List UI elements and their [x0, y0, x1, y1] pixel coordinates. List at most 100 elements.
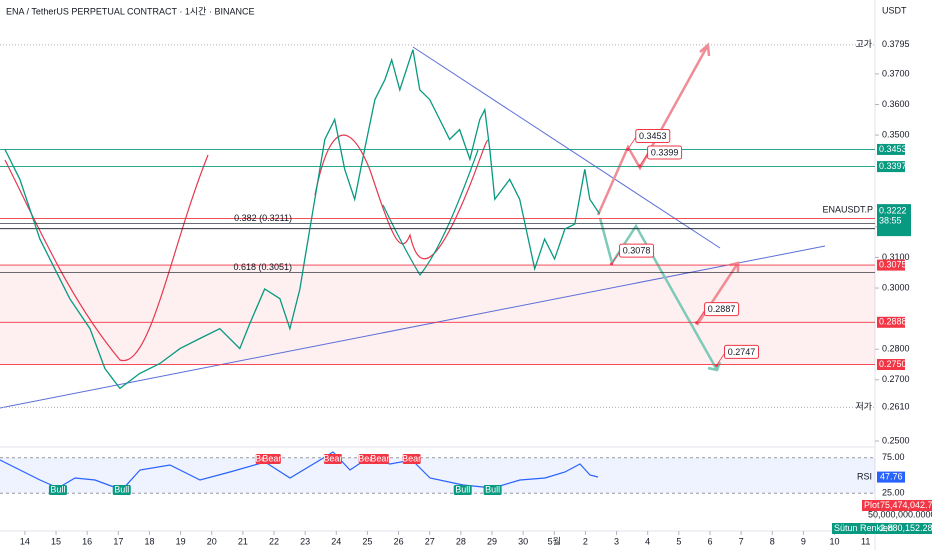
countdown: 38:55: [879, 215, 902, 225]
x-tick-label: 5: [676, 536, 681, 546]
target-label: 0.2747: [728, 347, 756, 357]
signal-badge: [483, 485, 502, 495]
signal-badge: [262, 454, 281, 464]
currency: USDT: [882, 5, 907, 15]
y-tick-label: 0.2500: [882, 435, 910, 445]
x-tick-label: 3: [614, 536, 619, 546]
signal-badge: [402, 454, 421, 464]
rsi-tick-label: 75.00: [882, 452, 905, 462]
volume-scale: 50,000,000.0000: [868, 509, 932, 519]
signal-badge: [112, 485, 131, 495]
y-tick-label: 0.3600: [882, 99, 910, 109]
signal-label: Bull: [455, 484, 470, 494]
target-label: 0.2887: [708, 304, 736, 314]
x-tick-label: 25: [362, 536, 372, 546]
target-label: 0.3399: [651, 147, 679, 157]
plot-label: Plot: [864, 500, 880, 510]
level-badge: [877, 143, 905, 155]
rsi-value: 47.76: [880, 471, 903, 481]
x-tick-label: 2: [583, 536, 588, 546]
x-tick-label: 26: [394, 536, 404, 546]
extreme-label: 0.2610: [882, 402, 910, 412]
x-tick-label: 4: [645, 536, 650, 546]
x-tick-label: 24: [331, 536, 341, 546]
x-tick-label: 27: [425, 536, 435, 546]
signal-badge: [453, 485, 472, 495]
level-badge: [877, 316, 905, 328]
target-leader: [611, 251, 620, 265]
target-leader: [639, 153, 648, 167]
level-badge: [877, 359, 905, 371]
extreme-label: 0.3795: [882, 39, 910, 49]
colors-badge: [832, 523, 932, 534]
target-label: 0.3078: [623, 246, 651, 256]
level-label: 0.3397: [879, 161, 907, 171]
extreme-tag: 고가: [855, 39, 872, 49]
trend-line: [412, 46, 721, 249]
signal-badge: [323, 454, 342, 464]
signal-label: Bull: [114, 484, 129, 494]
level-label: 0.3453: [879, 144, 907, 154]
target-box: [619, 243, 655, 258]
rsi-name: RSI: [857, 471, 872, 481]
y-tick-label: 0.3000: [882, 282, 910, 292]
signal-label: Bull: [50, 484, 65, 494]
level-badge: [877, 161, 905, 173]
signal-label: Bear: [262, 453, 281, 463]
x-tick-label: 14: [20, 536, 30, 546]
target-box: [647, 145, 683, 160]
x-tick-label: 20: [207, 536, 217, 546]
signal-label: Bull: [485, 484, 500, 494]
signal-label: Bear: [370, 453, 389, 463]
last-price-badge: [877, 204, 911, 237]
x-tick-label: 6: [707, 536, 712, 546]
target-leader: [696, 310, 705, 323]
x-tick-label: 23: [300, 536, 310, 546]
x-tick-label: 9: [801, 536, 806, 546]
x-tick-label: 10: [830, 536, 840, 546]
level-label: 0.3075: [879, 259, 907, 269]
x-tick-label: 28: [456, 536, 466, 546]
last-price: 0.3222: [879, 205, 907, 215]
rsi-badge: [877, 471, 905, 483]
y-tick-label: 0.2700: [882, 374, 910, 384]
signal-label: Bear: [323, 453, 342, 463]
indicator-curve: [4, 154, 209, 361]
x-tick-label: 16: [82, 536, 92, 546]
level-label: 0.2888: [879, 317, 907, 327]
x-tick-label: 17: [113, 536, 123, 546]
x-tick-label: 30: [518, 536, 528, 546]
x-tick-label: 29: [487, 536, 497, 546]
x-tick-label: 19: [176, 536, 186, 546]
x-tick-label: 18: [144, 536, 154, 546]
y-tick-label: 0.3700: [882, 68, 910, 78]
y-tick-label: 0.3500: [882, 129, 910, 139]
colors-value: 2,880,152.2816: [880, 523, 932, 533]
signal-label: Bear: [402, 453, 421, 463]
target-leader: [627, 137, 637, 150]
colors-label: Sütun Renkleri: [834, 523, 893, 533]
target-leader: [716, 353, 725, 366]
rsi-tick-label: 25.00: [882, 488, 905, 498]
fib-label: 0.618 (0.3051): [233, 262, 292, 272]
target-box: [704, 302, 740, 317]
target-box: [635, 128, 671, 143]
x-tick-label: 22: [269, 536, 279, 546]
trend-line: [0, 245, 826, 409]
indicator-curve: [382, 149, 479, 277]
x-tick-label: 7: [739, 536, 744, 546]
symbol-label: ENAUSDT.P: [822, 204, 873, 214]
x-tick-label: 21: [238, 536, 248, 546]
signal-label: Bear: [358, 453, 377, 463]
x-tick-label: 15: [51, 536, 61, 546]
x-tick-label: 8: [770, 536, 775, 546]
fib-label: 0.382 (0.3211): [234, 213, 292, 223]
projection-arrow: [695, 261, 740, 326]
extreme-tag: 저가: [855, 402, 872, 412]
plot-badge: [862, 500, 932, 511]
indicator-curve: [314, 134, 489, 260]
target-label: 0.3453: [639, 131, 667, 141]
